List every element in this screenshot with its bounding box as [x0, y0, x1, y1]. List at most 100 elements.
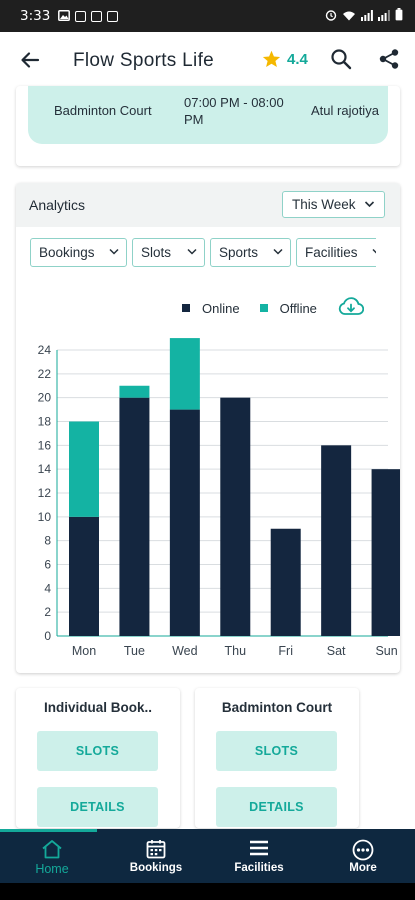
facility-card-badminton: Badminton Court SLOTS DETAILS: [195, 688, 359, 828]
filter-sports[interactable]: Sports: [210, 238, 291, 267]
status-time: 3:33: [20, 8, 51, 24]
nav-item-facilities[interactable]: Facilities: [207, 829, 311, 883]
period-value: This Week: [292, 197, 356, 212]
period-select[interactable]: This Week: [282, 191, 385, 218]
x-tick-label: Fri: [278, 644, 293, 658]
facility-card-individual: Individual Book.. SLOTS DETAILS: [16, 688, 180, 828]
chevron-down-icon: [372, 248, 376, 254]
signal-icon: [361, 8, 373, 24]
filter-bookings[interactable]: Bookings: [30, 238, 127, 267]
nav-item-bookings[interactable]: Bookings: [104, 829, 208, 883]
system-nav-bar: [0, 883, 415, 900]
booking-row[interactable]: Badminton Court 07:00 PM - 08:00 PM Atul…: [28, 86, 388, 144]
details-button[interactable]: DETAILS: [216, 787, 337, 827]
facility-card-title: Badminton Court: [221, 700, 333, 715]
chevron-down-icon: [273, 248, 283, 255]
x-tick-label: Wed: [172, 644, 198, 658]
y-tick-label: 24: [38, 343, 52, 357]
x-tick-label: Sat: [327, 644, 346, 658]
analytics-header: Analytics This Week: [16, 183, 400, 227]
star-icon: [262, 50, 281, 68]
x-tick-label: Thu: [225, 644, 247, 658]
rating-value: 4.4: [287, 50, 308, 68]
chevron-down-icon: [187, 248, 197, 255]
y-tick-label: 20: [38, 391, 52, 405]
legend-swatch-offline: [259, 304, 268, 312]
battery-icon: [395, 8, 403, 24]
notification-box-icon: [107, 10, 119, 22]
filter-facilities[interactable]: Facilities: [296, 238, 376, 267]
legend-online: Online: [182, 301, 240, 316]
rating: 4.4: [262, 50, 308, 68]
legend-label-online: Online: [202, 300, 240, 316]
chart-legend: Online Offline: [182, 298, 337, 318]
booking-time: 07:00 PM - 08:00 PM: [184, 95, 284, 127]
bar-offline-wed: [169, 338, 200, 410]
y-tick-label: 12: [38, 486, 52, 500]
search-icon: [331, 49, 352, 70]
filter-label: Bookings: [39, 245, 95, 260]
y-tick-label: 16: [38, 438, 52, 452]
back-button[interactable]: [16, 46, 44, 74]
status-bar: 3:33: [0, 0, 415, 32]
y-tick-label: 2: [44, 605, 51, 619]
bar-offline-tue: [119, 385, 150, 398]
y-tick-label: 22: [38, 367, 52, 381]
alarm-icon: [325, 8, 337, 24]
nav-label: Home: [35, 862, 69, 876]
notification-box-icon: [75, 10, 87, 22]
bar-online-sun: [371, 469, 400, 636]
bar-online-tue: [119, 397, 150, 636]
legend-offline: Offline: [259, 301, 317, 316]
signal-icon: [378, 8, 390, 24]
image-icon: [58, 8, 71, 24]
details-button[interactable]: DETAILS: [37, 787, 158, 827]
bar-online-mon: [69, 516, 99, 636]
y-tick-label: 10: [38, 510, 52, 524]
y-tick-label: 0: [44, 629, 51, 643]
nav-label: Bookings: [129, 862, 183, 874]
filter-row: Bookings Slots Sports Facilities: [30, 238, 376, 268]
bar-online-thu: [220, 397, 251, 636]
back-arrow-icon: [21, 52, 40, 68]
y-tick-label: 6: [44, 558, 51, 572]
nav-active-indicator: [0, 829, 97, 832]
share-button[interactable]: [378, 48, 402, 72]
nav-item-home[interactable]: Home: [0, 829, 104, 883]
x-tick-label: Tue: [124, 644, 145, 658]
wifi-icon: [342, 8, 356, 24]
filter-slots[interactable]: Slots: [132, 238, 205, 267]
download-button[interactable]: [338, 297, 365, 317]
bar-online-wed: [169, 409, 200, 636]
nav-label: Facilities: [234, 862, 284, 874]
chevron-down-icon: [109, 248, 119, 255]
nav-item-more[interactable]: More: [311, 829, 415, 883]
app-bar: Flow Sports Life 4.4: [0, 32, 415, 88]
status-right-icons: [325, 8, 403, 24]
nav-label: More: [349, 862, 377, 874]
y-tick-label: 4: [44, 581, 51, 595]
slots-button[interactable]: SLOTS: [37, 731, 158, 771]
cloud-download-icon: [338, 297, 365, 315]
legend-swatch-online: [182, 304, 190, 312]
notification-box-icon: [91, 10, 103, 22]
filter-label: Slots: [141, 245, 172, 260]
slots-button[interactable]: SLOTS: [216, 731, 337, 771]
booking-card: Badminton Court 07:00 PM - 08:00 PM Atul…: [16, 86, 400, 166]
chevron-down-icon: [364, 201, 375, 208]
y-tick-label: 8: [44, 534, 51, 548]
booking-user: Atul rajotiya: [311, 103, 379, 118]
bookings-chart: 0 2 4 6 8 10 12 14 16 18 20 22 24 Mon Tue Wed Thu Fri Sat S…: [16, 336, 400, 666]
calendar-icon: [146, 840, 166, 859]
menu-icon: [250, 840, 268, 856]
page-title: Flow Sports Life: [73, 50, 215, 71]
y-tick-label: 18: [38, 415, 52, 429]
bar-offline-mon: [69, 421, 99, 517]
more-circle-icon: [352, 839, 374, 861]
filter-label: Facilities: [305, 245, 358, 260]
search-button[interactable]: [330, 48, 354, 72]
booking-court: Badminton Court: [54, 103, 152, 118]
x-tick-label: Sun: [375, 644, 397, 658]
filter-label: Sports: [219, 245, 259, 260]
